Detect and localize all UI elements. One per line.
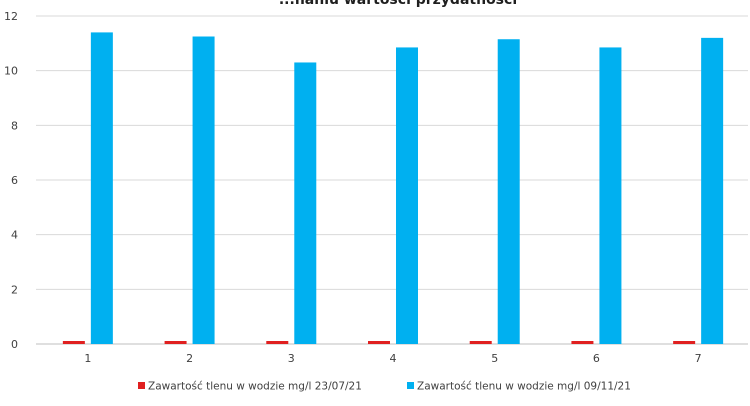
x-axis-ticks: 1 2 3 4 5 6 7 (84, 352, 701, 365)
legend: Zawartość tlenu w wodzie mg/l 23/07/21 Z… (138, 381, 631, 393)
y-tick-label: 8 (11, 119, 18, 132)
bar-series-2[interactable] (90, 32, 113, 345)
legend-swatch-series-2 (407, 382, 414, 389)
bar-series-1[interactable] (62, 341, 85, 344)
bar-series-2[interactable] (701, 37, 724, 344)
y-tick-label: 12 (4, 10, 18, 23)
bar-series-1[interactable] (673, 341, 696, 344)
y-tick-label: 0 (11, 338, 18, 351)
bar-series-1[interactable] (164, 341, 187, 344)
legend-swatch-series-1 (138, 382, 145, 389)
bar-series-2[interactable] (497, 39, 520, 344)
legend-label-series-1: Zawartość tlenu w wodzie mg/l 23/07/21 (148, 381, 362, 393)
x-tick-label: 7 (695, 352, 702, 365)
x-tick-label: 2 (186, 352, 193, 365)
x-tick-label: 3 (288, 352, 295, 365)
y-tick-label: 6 (11, 174, 18, 187)
y-axis-ticks: 0 2 4 6 8 10 12 (4, 10, 18, 351)
bar-series-2[interactable] (396, 47, 418, 344)
gridlines (36, 15, 748, 345)
bar-series-1[interactable] (266, 341, 289, 344)
bar-series-2[interactable] (192, 36, 215, 345)
bar-series-1[interactable] (368, 341, 390, 344)
legend-item-series-1[interactable]: Zawartość tlenu w wodzie mg/l 23/07/21 (138, 381, 362, 393)
y-tick-label: 10 (4, 65, 18, 78)
bar-series-1[interactable] (469, 341, 492, 344)
chart-title: ...naniu wartości przydatności (279, 0, 517, 8)
x-tick-label: 6 (593, 352, 600, 365)
bar-series-2[interactable] (294, 62, 317, 344)
x-tick-label: 1 (84, 352, 91, 365)
bar-series-2[interactable] (599, 47, 622, 344)
bars (62, 32, 724, 345)
legend-label-series-2: Zawartość tlenu w wodzie mg/l 09/11/21 (417, 381, 631, 393)
legend-item-series-2[interactable]: Zawartość tlenu w wodzie mg/l 09/11/21 (407, 381, 631, 393)
y-tick-label: 4 (11, 229, 18, 242)
x-tick-label: 4 (390, 352, 397, 365)
x-tick-label: 5 (491, 352, 498, 365)
bar-series-1[interactable] (571, 341, 594, 344)
y-tick-label: 2 (11, 283, 18, 296)
